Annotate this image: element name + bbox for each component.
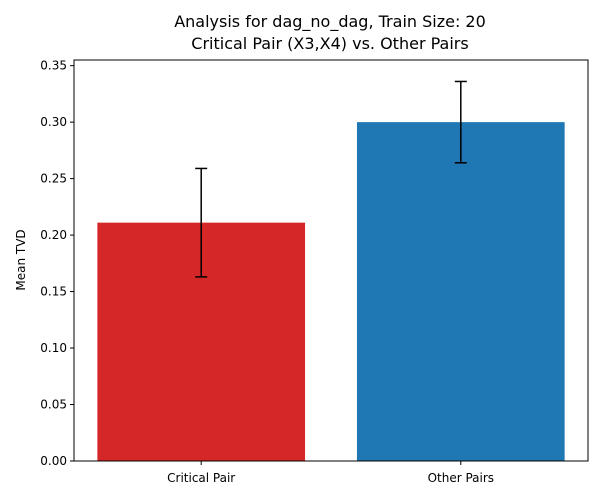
bar [356, 122, 565, 461]
chart-title-line1: Analysis for dag_no_dag, Train Size: 20 [174, 12, 486, 32]
y-tick-label: 0.25 [40, 172, 67, 186]
y-tick-label: 0.05 [40, 398, 67, 412]
y-tick-label: 0.30 [40, 115, 67, 129]
x-tick-label: Critical Pair [167, 471, 235, 485]
plot-area: 0.00 0.05 0.10 0.15 0.20 0.25 0.30 0.35 Critical… [40, 59, 589, 485]
axes-frame [73, 59, 589, 462]
x-tick-label: Other Pairs [428, 471, 494, 485]
y-tick-label: 0.20 [40, 228, 67, 242]
y-tick-label: 0.00 [40, 454, 67, 468]
chart-title-line2: Critical Pair (X3,X4) vs. Other Pairs [191, 34, 468, 53]
y-tick-label: 0.10 [40, 341, 67, 355]
y-tick-label: 0.15 [40, 285, 67, 299]
y-axis-label: Mean TVD [14, 229, 28, 290]
y-tick-label: 0.35 [40, 59, 67, 73]
